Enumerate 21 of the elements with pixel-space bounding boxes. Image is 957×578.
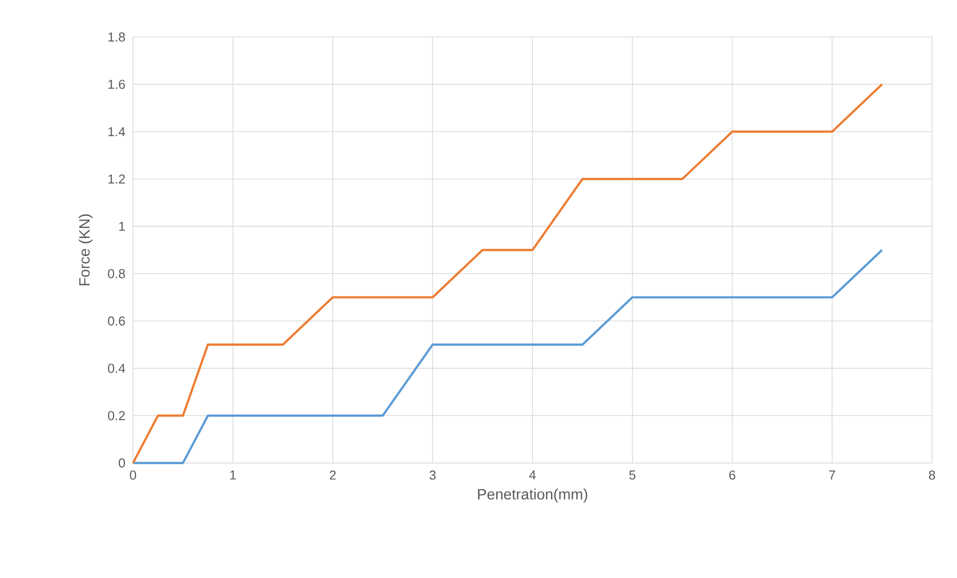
x-axis-title: Penetration(mm): [478, 488, 588, 502]
y-tick-label: 1.4: [108, 127, 126, 136]
x-tick-label: 0: [130, 470, 136, 480]
y-tick-label: 1: [119, 222, 125, 231]
y-tick-label: 1.6: [108, 80, 125, 89]
x-tick-label: 8: [928, 470, 936, 480]
y-axis-title: Force (KN): [78, 214, 93, 286]
x-tick-label: 6: [729, 470, 736, 480]
y-tick-label: 0.4: [108, 364, 126, 373]
y-tick-label: 0.8: [108, 269, 125, 278]
x-tick-label: 4: [529, 470, 536, 480]
x-tick-label: 3: [430, 470, 436, 480]
y-tick-label: 1.2: [108, 174, 125, 184]
x-tick-label: 1: [230, 470, 236, 480]
y-tick-label: 0.6: [108, 316, 125, 326]
x-tick-label: 5: [629, 470, 636, 480]
x-tick-label: 2: [330, 470, 336, 480]
y-tick-label: 0: [118, 458, 125, 468]
y-tick-label: 1.8: [108, 32, 125, 42]
y-tick-label: 0.2: [108, 411, 125, 420]
x-tick-label: 7: [829, 470, 836, 480]
